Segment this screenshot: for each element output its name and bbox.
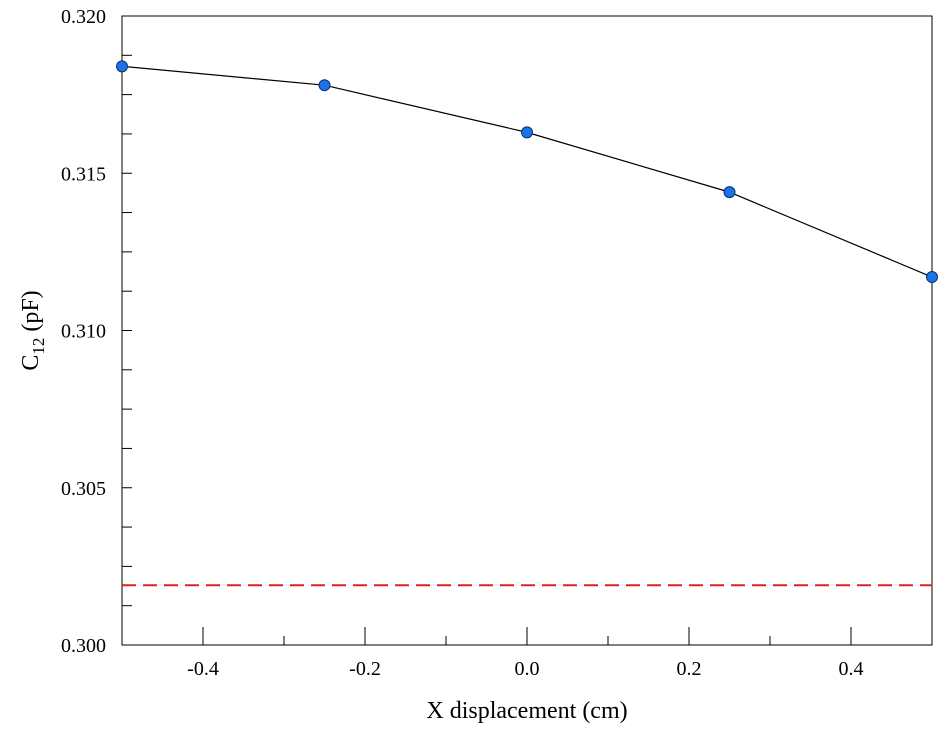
series [116, 60, 938, 284]
y-axis-title-suffix: (pF) [18, 290, 44, 337]
y-tick-label: 0.320 [61, 6, 106, 28]
data-point [723, 186, 736, 199]
data-point [521, 126, 533, 139]
x-tick-label: 0.0 [515, 658, 540, 680]
data-point [318, 79, 331, 92]
data-point [116, 60, 128, 73]
series-line [121, 65, 933, 278]
y-axis-title-main: C [18, 355, 44, 371]
plot-frame [121, 15, 933, 646]
data-point [926, 271, 938, 284]
x-tick-label: 0.4 [839, 658, 864, 680]
x-tick-label: -0.2 [349, 658, 381, 680]
axes: -0.4 -0.2 0.0 0.2 0.4 0.300 0.305 0.310 0.315 0.3… [61, 6, 933, 680]
y-axis-title-subscript: 12 [29, 338, 48, 355]
x-axis-title: X displacement (cm) [426, 698, 627, 724]
y-axis-title: C12 (pF) [18, 290, 48, 370]
y-tick-label: 0.300 [61, 635, 106, 657]
x-tick-label: 0.2 [677, 658, 702, 680]
y-tick-label: 0.315 [61, 163, 106, 185]
x-tick-label: -0.4 [187, 658, 219, 680]
y-tick-label: 0.310 [61, 321, 106, 343]
y-tick-label: 0.305 [61, 478, 106, 500]
